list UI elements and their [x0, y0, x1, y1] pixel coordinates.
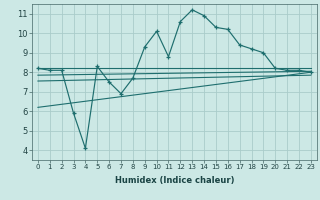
X-axis label: Humidex (Indice chaleur): Humidex (Indice chaleur)	[115, 176, 234, 185]
